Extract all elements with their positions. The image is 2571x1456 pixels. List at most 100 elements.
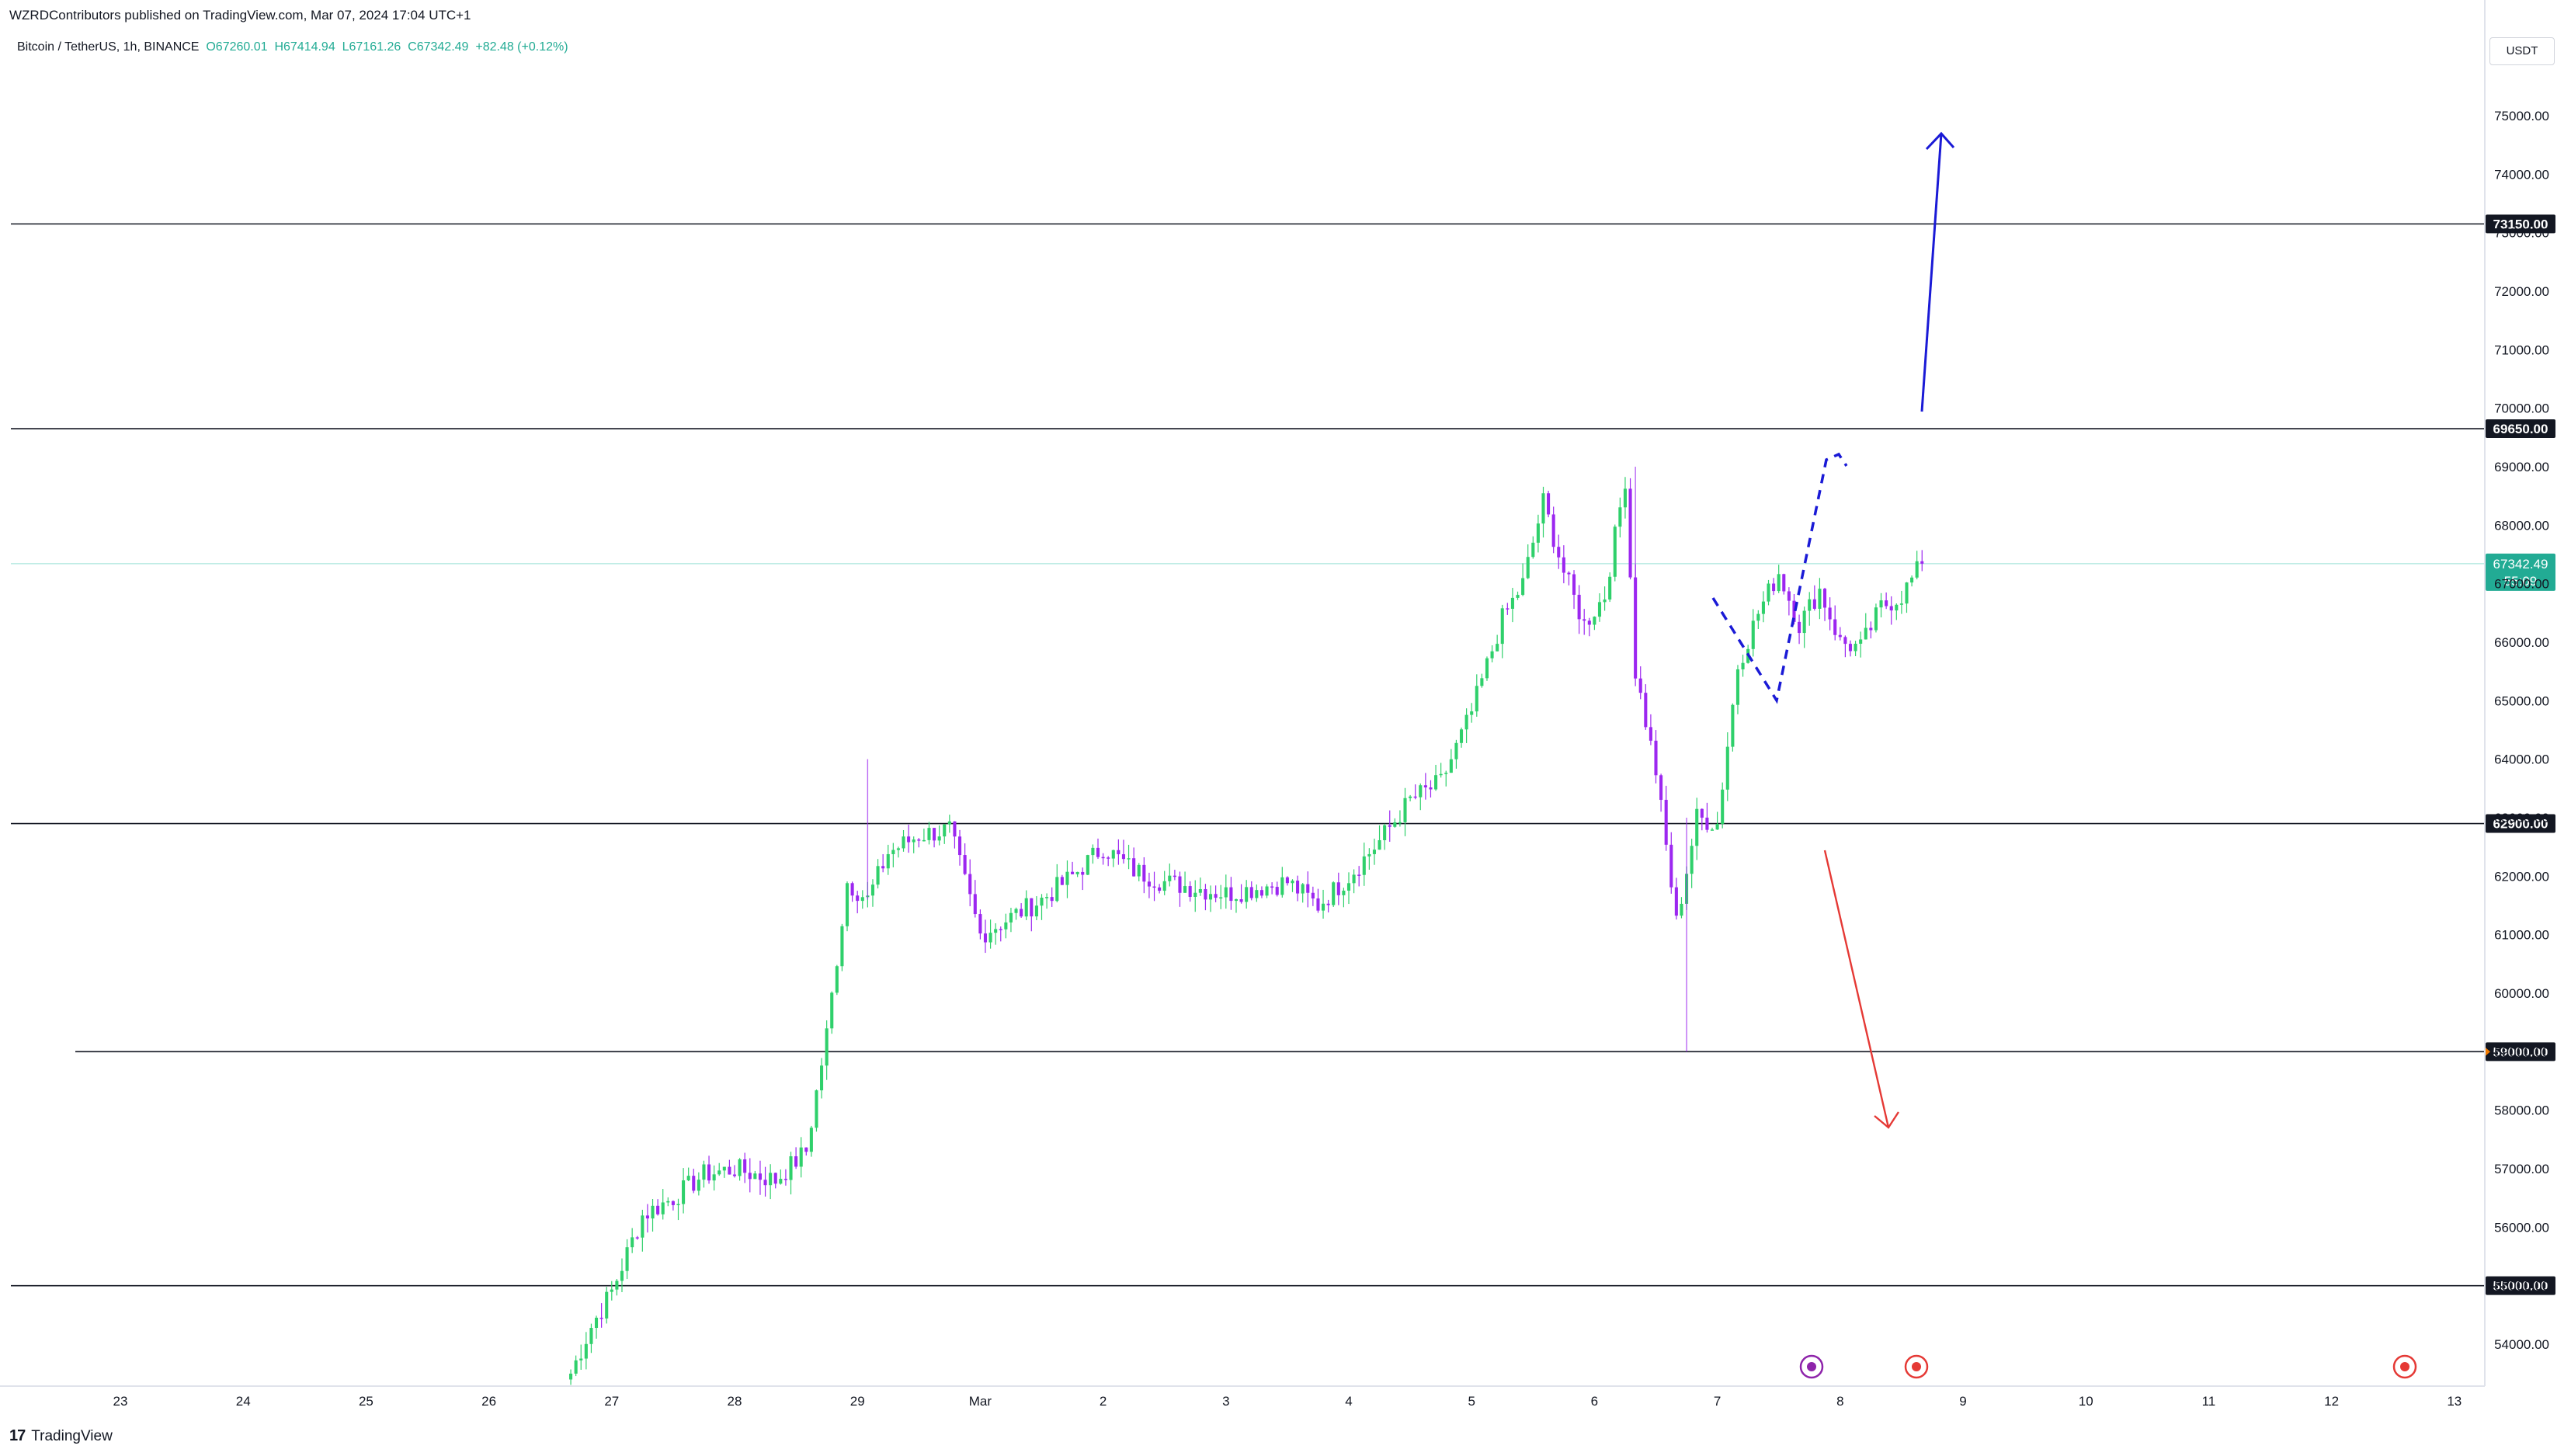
candle [1895, 603, 1899, 620]
candle [1500, 604, 1504, 659]
candle [753, 1170, 757, 1180]
y-tick-label: 66000.00 [2494, 635, 2549, 650]
candle [937, 825, 941, 846]
candle [1306, 871, 1310, 908]
candle [1096, 838, 1100, 860]
tradingview-logo-icon: 17 [9, 1427, 26, 1444]
candle [973, 880, 977, 918]
candle [1024, 890, 1028, 920]
candle [1214, 885, 1218, 902]
symbol-label: Bitcoin / TetherUS, 1h, BINANCE [17, 40, 200, 54]
candle [1680, 897, 1683, 919]
candle [584, 1332, 588, 1370]
candle [1547, 490, 1551, 518]
candle [1623, 477, 1627, 519]
candle [943, 824, 947, 844]
candle [676, 1198, 680, 1221]
candle [722, 1166, 726, 1178]
candle [656, 1199, 660, 1216]
candle [1705, 802, 1709, 833]
candle [1270, 882, 1274, 895]
candle [1562, 545, 1565, 584]
bullish-arrow [1920, 131, 1955, 412]
candle [1905, 582, 1909, 613]
candle [815, 1089, 818, 1132]
candle [1429, 780, 1433, 798]
candle [1644, 684, 1648, 730]
candle [1259, 886, 1263, 898]
candle [717, 1162, 721, 1176]
candle [840, 923, 844, 971]
candle [881, 853, 885, 873]
candle [1409, 794, 1412, 801]
candle [1378, 825, 1381, 850]
candle [1613, 524, 1617, 582]
candle [1567, 571, 1571, 586]
x-tick-label: 8 [1836, 1394, 1843, 1409]
candle [1009, 907, 1013, 933]
candle [1551, 506, 1555, 554]
candle [1572, 570, 1576, 610]
candle [1065, 860, 1069, 898]
footer-brand: TradingView [31, 1427, 113, 1444]
symbol-legend: Bitcoin / TetherUS, 1h, BINANCE O67260.0… [17, 40, 568, 54]
level-price-label: 62900.00 [2493, 817, 2548, 832]
candle [1352, 869, 1356, 894]
candle [732, 1165, 737, 1178]
candle [1439, 763, 1443, 778]
candle [1060, 874, 1064, 885]
candle [1449, 749, 1453, 773]
candle [999, 926, 1002, 942]
candle [1152, 871, 1156, 902]
candle [1127, 844, 1131, 870]
y-tick-label: 56000.00 [2494, 1220, 2549, 1235]
candle [1224, 874, 1228, 909]
candle [1398, 810, 1402, 827]
candle [794, 1147, 798, 1169]
candle [1121, 839, 1126, 864]
currency-button[interactable]: USDT [2489, 37, 2555, 65]
candle [1751, 609, 1755, 657]
candle [1107, 856, 1110, 867]
x-tick-label: 4 [1345, 1394, 1352, 1409]
candle [1265, 884, 1269, 898]
candle [1204, 884, 1207, 911]
candle [671, 1200, 675, 1211]
candle [1731, 703, 1735, 752]
candle [763, 1166, 767, 1197]
x-tick-label: 3 [1222, 1394, 1229, 1409]
candle [1423, 773, 1427, 800]
candle [1695, 797, 1699, 860]
candle [1715, 811, 1719, 830]
candle [1275, 881, 1279, 897]
candle [1510, 588, 1514, 623]
x-tick-label: 24 [236, 1394, 251, 1409]
candle [748, 1158, 752, 1193]
candle [1496, 634, 1499, 652]
candle [1531, 536, 1535, 559]
candle [886, 844, 890, 875]
candle [1735, 665, 1740, 714]
x-tick-label: 7 [1714, 1394, 1721, 1409]
candle [1316, 888, 1320, 913]
candle [697, 1172, 700, 1196]
candle [1132, 847, 1136, 877]
candle [1444, 770, 1448, 787]
candle [773, 1172, 777, 1189]
candle [1255, 884, 1259, 902]
candle [1198, 877, 1202, 896]
candle [728, 1159, 731, 1175]
candle [1362, 843, 1366, 886]
level-price-tag [2486, 814, 2555, 833]
last-price-tag: 67342.49 55:09 [2486, 553, 2555, 591]
bearish-arrow [1823, 850, 1900, 1129]
candle [820, 1058, 824, 1099]
candle [1822, 587, 1827, 621]
candle [804, 1147, 808, 1156]
candle [1674, 877, 1678, 920]
candle [1710, 827, 1715, 831]
lightning-event-icon [1799, 1354, 1824, 1379]
candle [1808, 592, 1812, 626]
candle [651, 1198, 655, 1232]
